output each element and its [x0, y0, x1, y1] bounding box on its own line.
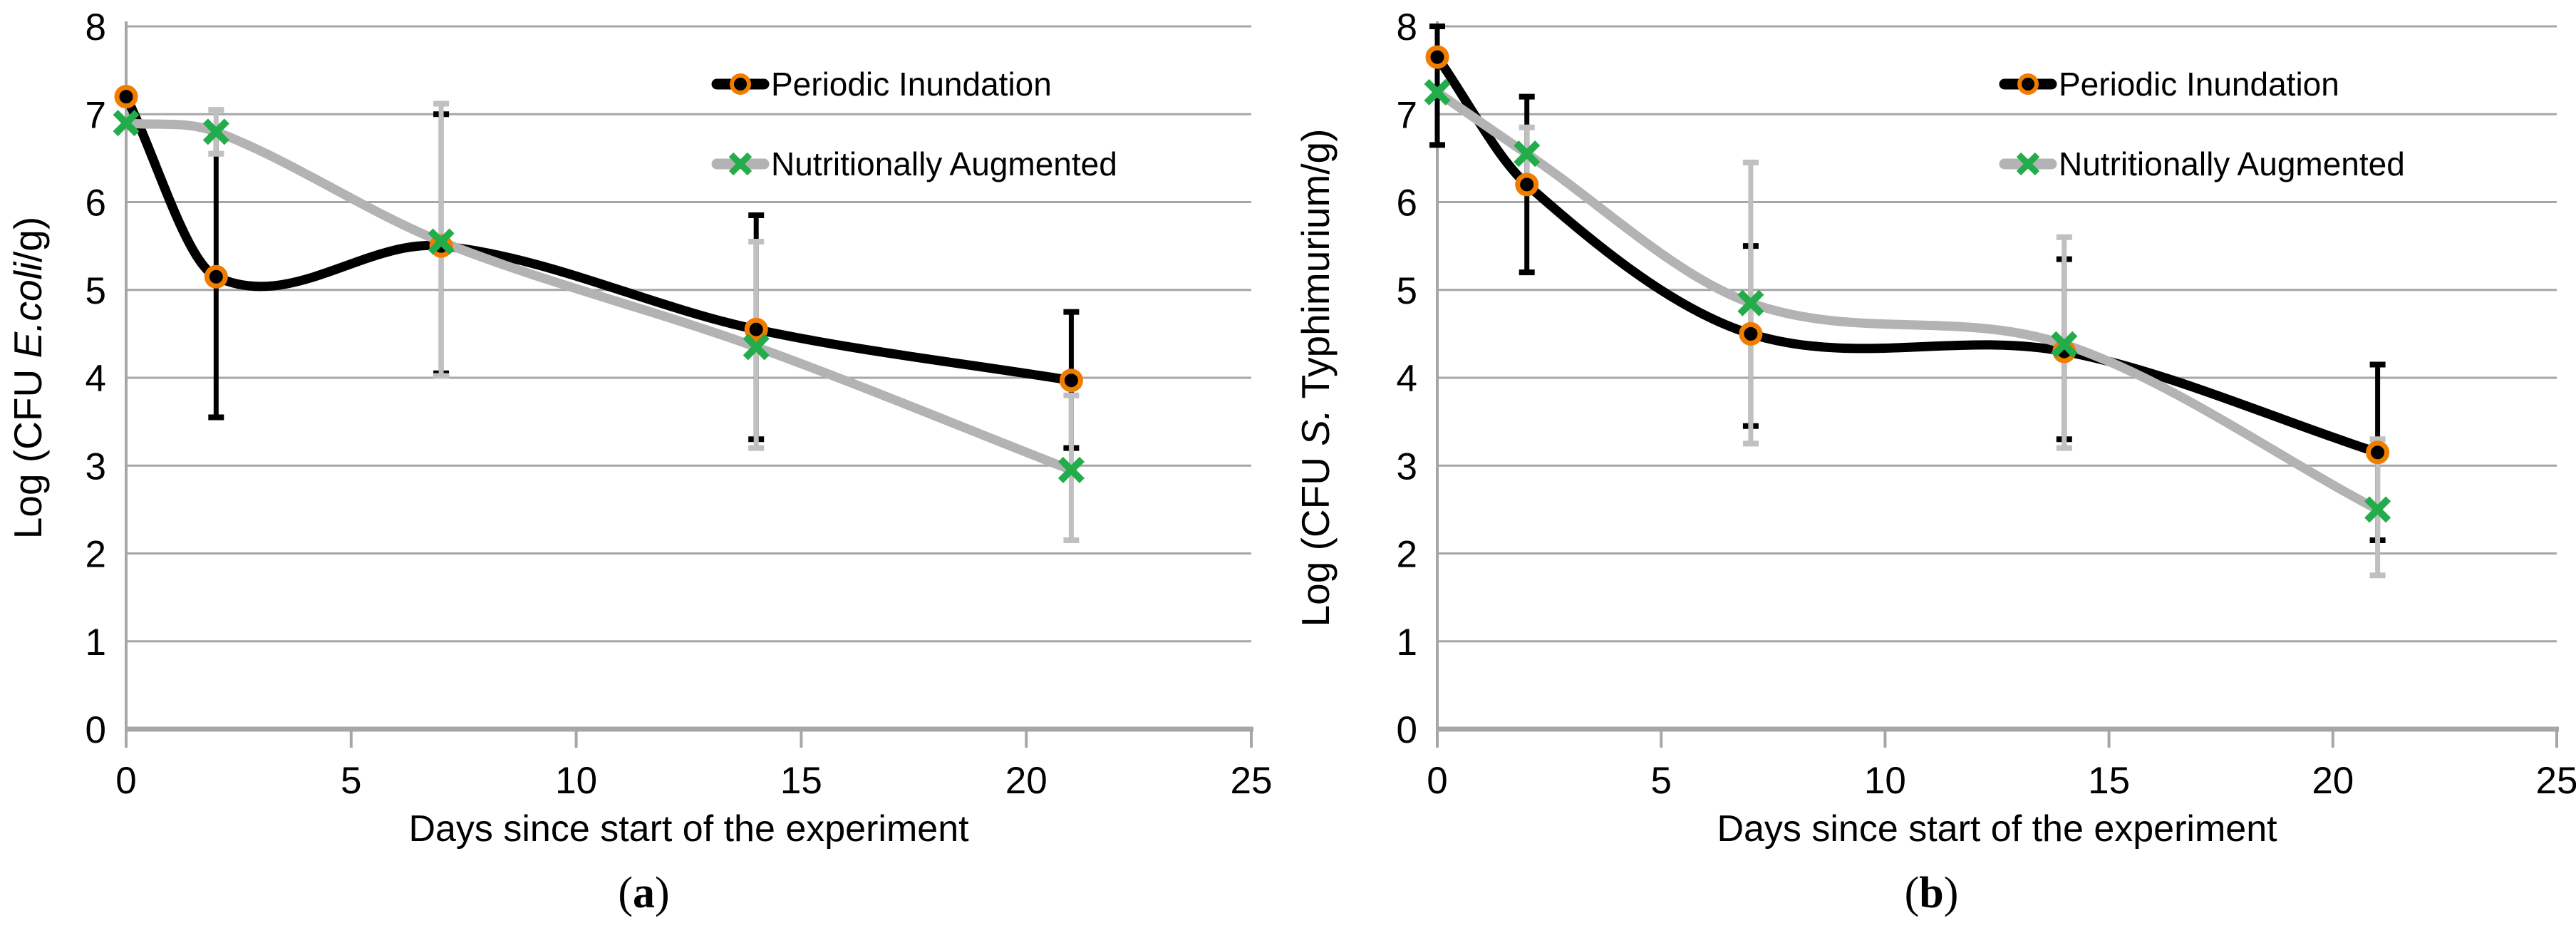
y-tick-label-4: 4 — [86, 358, 106, 400]
data-point-circle-icon-p3 — [744, 317, 768, 341]
chart-b-caption: (b) — [1288, 868, 2575, 919]
data-point-circle-icon-p0 — [1425, 45, 1449, 69]
x-tick-label-5: 5 — [341, 760, 361, 802]
data-point-x-icon-p4 — [1057, 456, 1085, 483]
legend-circle-icon — [2017, 73, 2039, 95]
y-tick-label-3: 3 — [1397, 445, 1417, 488]
y-tick-label-3: 3 — [86, 445, 106, 488]
chart-a-canvas: 0 1 2 3 4 5 6 7 8 0 5 10 15 20 25 Days since start of t… — [6, 6, 1273, 850]
y-axis-title: Log (CFU E.coli/g) — [6, 217, 50, 539]
caption-letter-b: b — [1919, 869, 1944, 917]
legend-item-0: Periodic Inundation — [711, 66, 1052, 103]
legend-item-0: Periodic Inundation — [1999, 66, 2339, 103]
x-tick-label-0: 0 — [1427, 760, 1447, 802]
y-tick-label-1: 1 — [1397, 622, 1417, 664]
x-tick-label-5: 5 — [1650, 760, 1671, 802]
y-tick-label-7: 7 — [86, 94, 106, 136]
caption-letter-a: a — [633, 869, 655, 917]
legend-item-1: Nutritionally Augmented — [711, 145, 1117, 182]
x-tick-label-10: 10 — [1864, 760, 1906, 802]
y-tick-label-2: 2 — [1397, 534, 1417, 576]
data-point-circle-icon-p1 — [1515, 172, 1539, 197]
legend-label-0: Periodic Inundation — [2059, 66, 2339, 103]
data-point-x-icon-p3 — [2051, 331, 2078, 358]
chart-a-caption: (a) — [0, 868, 1288, 919]
chart-b: 0 1 2 3 4 5 6 7 8 0 5 10 15 20 25 Days since start of t… — [1288, 0, 2576, 933]
legend-label-0: Periodic Inundation — [771, 66, 1052, 103]
data-point-circle-icon-p2 — [1739, 321, 1763, 346]
x-axis-title: Days since start of the experiment — [408, 808, 969, 850]
y-tick-label-6: 6 — [1397, 182, 1417, 225]
legend-circle-icon — [730, 73, 751, 95]
legend-item-1: Nutritionally Augmented — [1999, 145, 2405, 182]
data-point-x-icon-p1 — [202, 118, 229, 145]
series-line-0 — [1432, 52, 2383, 458]
y-tick-label-4: 4 — [1397, 358, 1417, 400]
data-point-x-icon-p4 — [2364, 496, 2391, 523]
x-tick-label-10: 10 — [555, 760, 597, 802]
y-tick-label-5: 5 — [1397, 270, 1417, 312]
data-point-x-icon-p0 — [1424, 78, 1451, 105]
caption-close-paren: ) — [1943, 869, 1959, 917]
x-tick-label-20: 20 — [2312, 760, 2354, 802]
data-point-x-icon-p0 — [113, 110, 140, 137]
data-point-circle-icon-p0 — [114, 85, 138, 109]
y-tick-label-7: 7 — [1397, 94, 1417, 136]
chart-b-canvas: 0 1 2 3 4 5 6 7 8 0 5 10 15 20 25 Days since start of t… — [1293, 6, 2576, 850]
data-point-circle-icon-p1 — [204, 264, 228, 289]
x-tick-label-25: 25 — [1231, 760, 1273, 802]
y-tick-label-8: 8 — [1397, 6, 1417, 48]
data-point-circle-icon-p4 — [1059, 368, 1083, 393]
data-point-x-icon-p1 — [1514, 140, 1541, 167]
data-point-x-icon-p2 — [428, 228, 455, 255]
y-tick-label-0: 0 — [1397, 709, 1417, 751]
x-tick-label-15: 15 — [2088, 760, 2130, 802]
legend-x-icon — [728, 152, 752, 176]
series-line-0 — [121, 92, 1076, 386]
x-tick-label-20: 20 — [1005, 760, 1048, 802]
legend-x-icon — [2016, 152, 2040, 176]
y-tick-label-6: 6 — [86, 182, 106, 225]
y-tick-label-1: 1 — [86, 622, 106, 664]
x-tick-label-15: 15 — [780, 760, 822, 802]
x-axis-title: Days since start of the experiment — [1717, 808, 2277, 850]
y-tick-label-8: 8 — [86, 6, 106, 48]
y-axis-title: Log (CFU S. Typhimurium/g) — [1293, 129, 1338, 627]
chart-a: 0 1 2 3 4 5 6 7 8 0 5 10 15 20 25 Days since start of t… — [0, 6, 1288, 919]
x-tick-label-0: 0 — [115, 760, 136, 802]
x-tick-label-25: 25 — [2536, 760, 2576, 802]
y-tick-label-5: 5 — [86, 270, 106, 312]
y-tick-label-0: 0 — [86, 709, 106, 751]
caption-open-paren: ( — [618, 869, 633, 917]
data-point-x-icon-p2 — [1737, 289, 1764, 316]
legend-label-1: Nutritionally Augmented — [2059, 145, 2405, 182]
data-point-circle-icon-p4 — [2366, 440, 2390, 465]
caption-close-paren: ) — [655, 869, 670, 917]
caption-open-paren: ( — [1904, 869, 1920, 917]
legend-label-1: Nutritionally Augmented — [771, 145, 1117, 182]
y-tick-label-2: 2 — [86, 534, 106, 576]
data-point-x-icon-p3 — [743, 334, 770, 361]
